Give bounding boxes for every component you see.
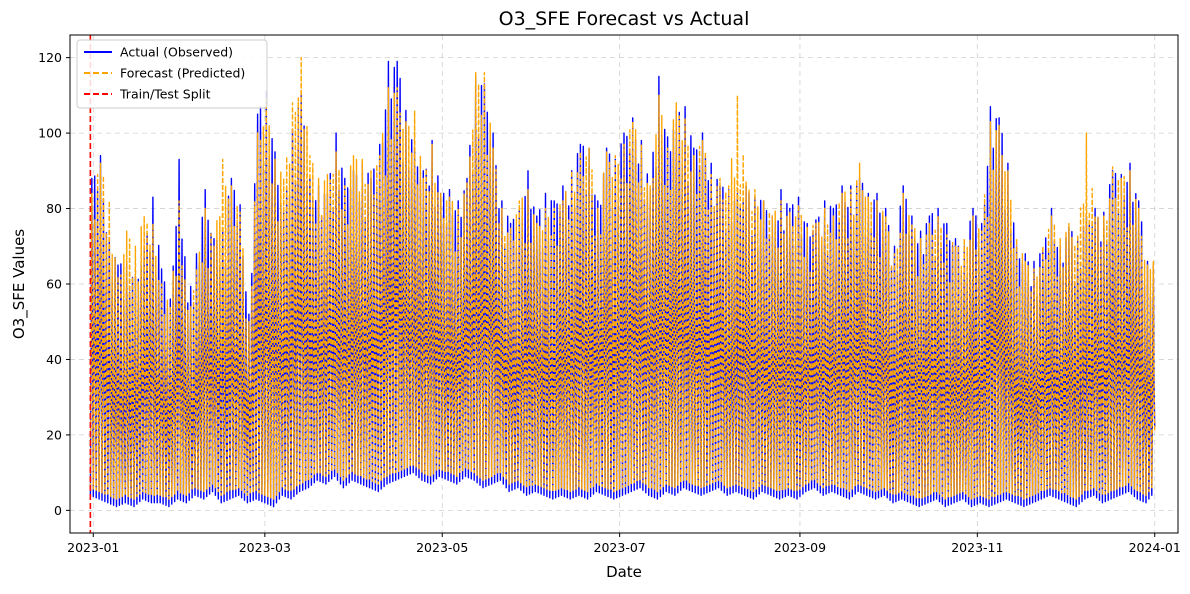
x-tick-label: 2023-11 — [951, 540, 1003, 555]
y-tick-label: 60 — [46, 277, 62, 292]
x-tick-label: 2023-09 — [774, 540, 826, 555]
series-layer — [89, 35, 1156, 533]
series-forecast-line — [89, 56, 1156, 500]
legend-label-forecast: Forecast (Predicted) — [120, 66, 245, 81]
y-tick-label: 0 — [54, 503, 62, 518]
legend-label-split: Train/Test Split — [119, 87, 211, 102]
x-tick-label: 2024-01 — [1129, 540, 1181, 555]
x-axis-ticks: 2023-01 2023-03 2023-05 2023-07 2023-09 2023-… — [67, 533, 1181, 555]
y-axis-ticks: 0 20 40 60 80 100 120 — [38, 50, 70, 518]
series-actual-line — [89, 60, 1156, 508]
y-tick-label: 80 — [46, 201, 62, 216]
y-tick-label: 100 — [38, 126, 62, 141]
y-tick-label: 40 — [46, 352, 62, 367]
legend-label-actual: Actual (Observed) — [120, 45, 233, 60]
legend-frame — [76, 39, 268, 109]
x-tick-label: 2023-07 — [594, 540, 646, 555]
x-tick-label: 2023-05 — [416, 540, 468, 555]
y-tick-label: 120 — [38, 50, 62, 65]
chart-title: O3_SFE Forecast vs Actual — [499, 8, 750, 30]
x-tick-label: 2023-03 — [239, 540, 291, 555]
plot-clip-group — [89, 35, 1156, 533]
y-axis-label: O3_SFE Values — [10, 229, 29, 339]
x-axis-label: Date — [606, 563, 642, 581]
y-tick-label: 20 — [46, 427, 62, 442]
legend: Actual (Observed) Forecast (Predicted) T… — [76, 39, 268, 109]
x-tick-label: 2023-01 — [67, 540, 119, 555]
